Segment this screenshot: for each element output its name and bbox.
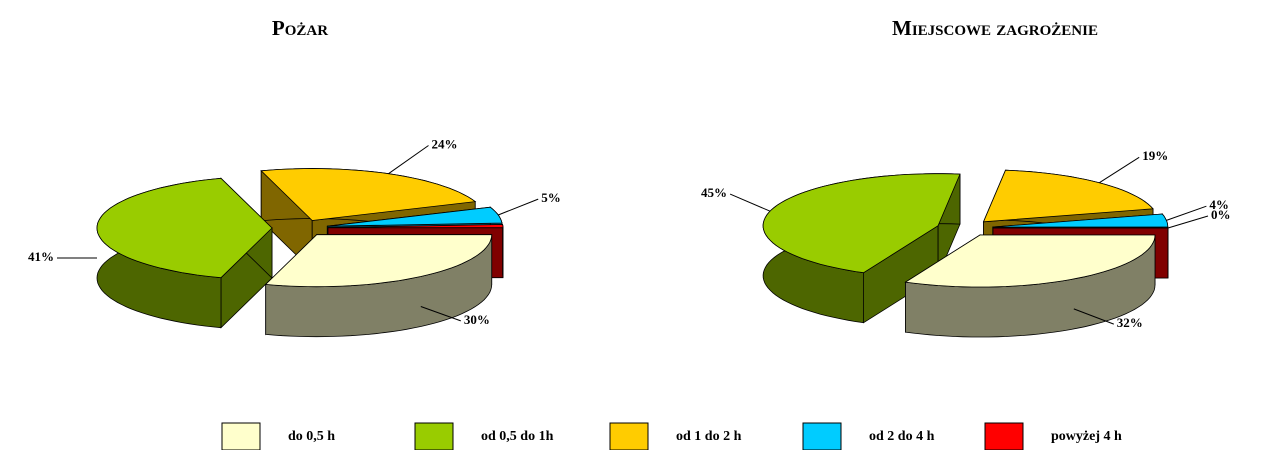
legend-label: od 0,5 do 1h [481, 429, 554, 444]
leader-line [388, 145, 429, 175]
data-label: 32% [1117, 315, 1143, 330]
chart-title: Pożar [272, 16, 328, 40]
leader-line [498, 198, 539, 216]
legend-swatch [984, 422, 1024, 450]
data-label: 41% [28, 249, 54, 264]
data-label: 4% [1209, 197, 1229, 212]
slice-top [96, 177, 273, 279]
legend-swatch [414, 422, 454, 450]
data-label: 30% [464, 312, 490, 327]
legend-label: powyżej 4 h [1051, 429, 1122, 444]
data-label: 45% [701, 185, 727, 200]
legend-label: od 2 do 4 h [869, 429, 935, 444]
leader-line [1073, 308, 1114, 325]
slice-top [327, 224, 504, 229]
leader-line [729, 193, 771, 212]
legend-swatch [221, 422, 261, 450]
legend-swatch [609, 422, 649, 450]
slice-top [264, 234, 493, 288]
data-label: 0% [1211, 207, 1231, 222]
chart-title: Miejscowe zagrożenie [892, 16, 1098, 40]
data-label: 24% [431, 136, 457, 151]
slice-top [904, 234, 1156, 288]
legend-label: do 0,5 h [288, 429, 335, 444]
pie-slice [762, 173, 961, 324]
leader-line [1098, 156, 1140, 184]
legend-swatch [802, 422, 842, 450]
data-label: 5% [541, 190, 561, 205]
pie-slice [904, 234, 1156, 338]
legend-label: od 1 do 2 h [676, 429, 742, 444]
slice-top [327, 206, 503, 227]
data-label: 19% [1142, 148, 1168, 163]
pie-slice [96, 177, 273, 329]
leader-line [1166, 205, 1207, 221]
leader-line [420, 306, 461, 322]
leader-line [1167, 215, 1209, 229]
